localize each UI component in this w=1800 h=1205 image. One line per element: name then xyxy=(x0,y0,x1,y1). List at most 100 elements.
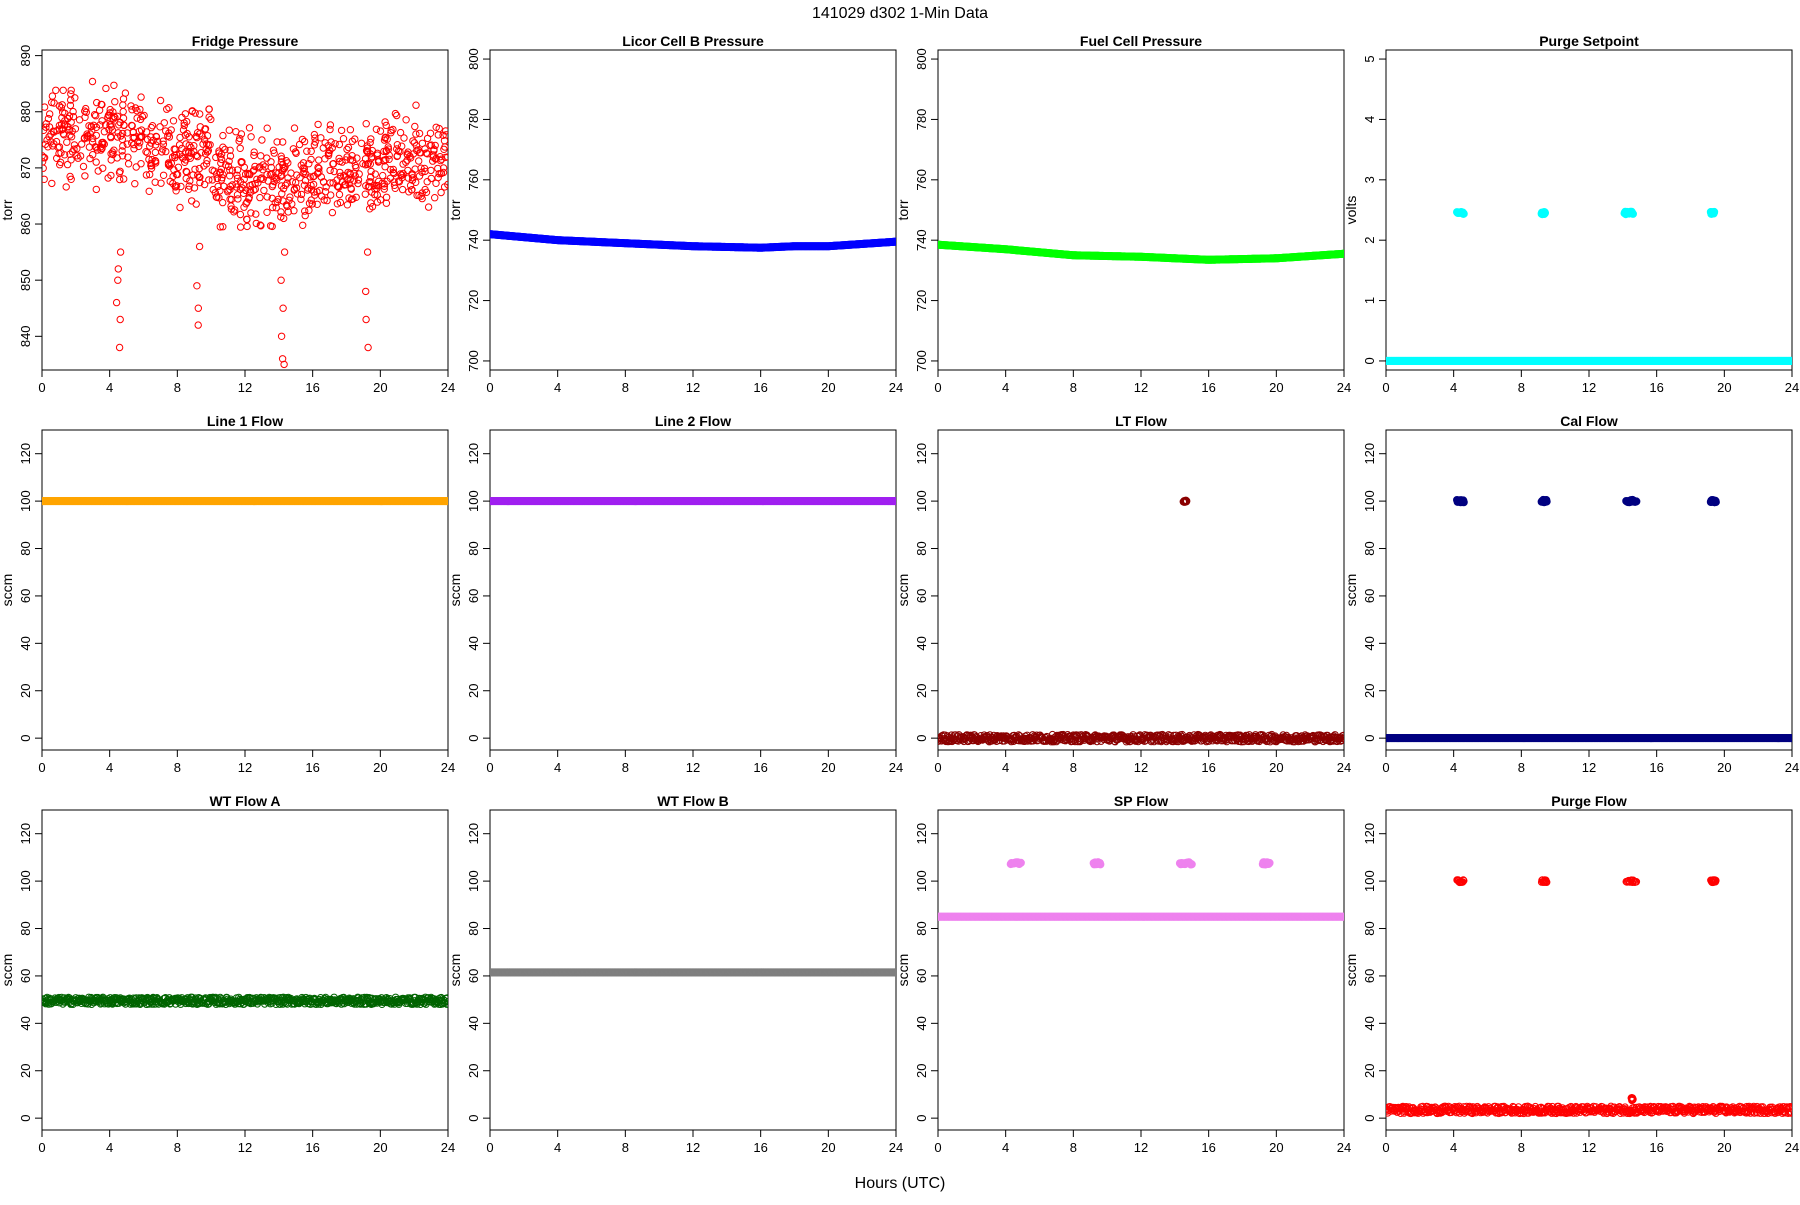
y-tick-label: 40 xyxy=(18,636,33,650)
y-tick-label: 120 xyxy=(18,443,33,465)
plot-frame xyxy=(1386,50,1792,370)
data-point xyxy=(182,111,188,117)
data-point xyxy=(121,176,127,182)
data-point xyxy=(365,344,371,350)
data-point xyxy=(442,144,448,150)
data-point xyxy=(280,305,286,311)
data-point xyxy=(120,115,126,121)
y-tick-label: 700 xyxy=(914,350,929,372)
data-point xyxy=(189,198,195,204)
y-axis-label: torr xyxy=(0,199,15,220)
data-point xyxy=(278,277,284,283)
data-point xyxy=(82,173,88,179)
data-point xyxy=(288,170,294,176)
data-point xyxy=(377,128,383,134)
x-tick-label: 4 xyxy=(106,380,113,395)
x-tick-label: 0 xyxy=(934,380,941,395)
data-point xyxy=(63,184,69,190)
data-point xyxy=(116,344,122,350)
data-point xyxy=(197,111,203,117)
x-tick-label: 16 xyxy=(753,380,767,395)
data-points xyxy=(934,241,1347,263)
panel-title: Fridge Pressure xyxy=(192,33,299,49)
data-point xyxy=(132,181,138,187)
data-point xyxy=(338,127,344,133)
x-tick-label: 4 xyxy=(106,760,113,775)
data-point xyxy=(115,266,121,272)
data-point xyxy=(345,144,351,150)
data-points xyxy=(39,78,451,367)
data-point xyxy=(363,121,369,127)
data-point xyxy=(298,196,304,202)
data-point xyxy=(192,166,198,172)
y-tick-label: 780 xyxy=(914,109,929,131)
x-tick-label: 0 xyxy=(38,760,45,775)
data-point xyxy=(432,195,438,201)
data-point xyxy=(177,204,183,210)
x-tick-label: 20 xyxy=(373,380,387,395)
x-tick-label: 16 xyxy=(305,380,319,395)
x-tick-label: 4 xyxy=(554,380,561,395)
x-tick-label: 16 xyxy=(1201,760,1215,775)
x-tick-label: 4 xyxy=(1002,760,1009,775)
y-tick-label: 120 xyxy=(914,443,929,465)
data-point xyxy=(64,139,70,145)
data-point xyxy=(220,199,226,205)
x-tick-label: 20 xyxy=(1269,760,1283,775)
data-point xyxy=(304,148,310,154)
x-tick-label: 20 xyxy=(373,760,387,775)
data-point xyxy=(363,288,369,294)
y-tick-label: 850 xyxy=(18,269,33,291)
y-tick-label: 120 xyxy=(466,443,481,465)
data-point xyxy=(93,159,99,165)
y-axis-label: sccm xyxy=(447,574,463,607)
data-point xyxy=(892,498,899,505)
data-point xyxy=(226,127,232,133)
data-point xyxy=(138,94,144,100)
data-point xyxy=(133,164,139,170)
x-tick-label: 12 xyxy=(238,380,252,395)
x-tick-label: 12 xyxy=(1134,380,1148,395)
data-point xyxy=(213,154,219,160)
y-tick-label: 60 xyxy=(466,589,481,603)
data-point xyxy=(424,179,430,185)
data-point xyxy=(80,163,86,169)
data-point xyxy=(327,126,333,132)
y-tick-label: 20 xyxy=(18,684,33,698)
data-point xyxy=(170,118,176,124)
data-point xyxy=(68,119,74,125)
data-points xyxy=(486,498,899,505)
y-tick-label: 800 xyxy=(466,48,481,70)
data-point xyxy=(114,155,120,161)
data-point xyxy=(264,155,270,161)
y-tick-label: 80 xyxy=(914,541,929,555)
data-point xyxy=(193,201,199,207)
x-tick-label: 8 xyxy=(1518,380,1525,395)
y-tick-label: 0 xyxy=(466,735,481,742)
y-tick-label: 100 xyxy=(914,490,929,512)
data-point xyxy=(1629,210,1636,217)
data-point xyxy=(327,167,333,173)
plot-frame xyxy=(938,50,1344,370)
y-tick-label: 60 xyxy=(914,589,929,603)
data-point xyxy=(315,121,321,127)
data-point xyxy=(1541,209,1548,216)
data-point xyxy=(410,138,416,144)
panel-title: Fuel Cell Pressure xyxy=(1080,33,1202,49)
plot-frame xyxy=(490,50,896,370)
panel-title: Line 1 Flow xyxy=(207,413,283,429)
x-tick-label: 16 xyxy=(305,760,319,775)
data-point xyxy=(60,87,66,93)
data-point xyxy=(195,322,201,328)
data-point xyxy=(444,498,451,505)
x-tick-label: 24 xyxy=(1785,380,1799,395)
x-tick-label: 4 xyxy=(1002,380,1009,395)
x-tick-label: 16 xyxy=(1201,380,1215,395)
y-tick-label: 20 xyxy=(466,684,481,698)
data-point xyxy=(157,97,163,103)
y-tick-label: 720 xyxy=(466,290,481,312)
